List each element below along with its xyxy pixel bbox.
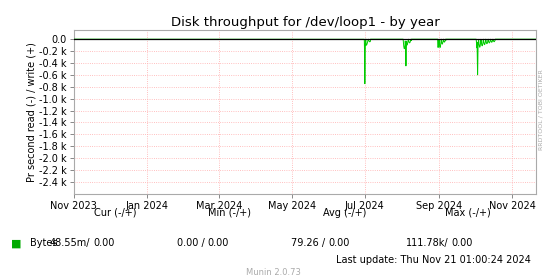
Text: Bytes: Bytes bbox=[30, 238, 57, 248]
Text: 0.00: 0.00 bbox=[93, 238, 114, 248]
Text: Max (-/+): Max (-/+) bbox=[445, 208, 491, 218]
Y-axis label: Pr second read (-) / write (+): Pr second read (-) / write (+) bbox=[26, 42, 36, 182]
Text: 0.00: 0.00 bbox=[451, 238, 473, 248]
Title: Disk throughput for /dev/loop1 - by year: Disk throughput for /dev/loop1 - by year bbox=[171, 16, 439, 29]
Text: 48.55m/: 48.55m/ bbox=[50, 238, 90, 248]
Text: 0.00: 0.00 bbox=[328, 238, 350, 248]
Text: Munin 2.0.73: Munin 2.0.73 bbox=[246, 268, 301, 275]
Text: ■: ■ bbox=[11, 238, 21, 248]
Text: Cur (-/+): Cur (-/+) bbox=[94, 208, 136, 218]
Text: Min (-/+): Min (-/+) bbox=[208, 208, 251, 218]
Text: 111.78k/: 111.78k/ bbox=[406, 238, 449, 248]
Text: Avg (-/+): Avg (-/+) bbox=[323, 208, 366, 218]
Text: 0.00: 0.00 bbox=[208, 238, 229, 248]
Text: 0.00 /: 0.00 / bbox=[177, 238, 205, 248]
Text: Last update: Thu Nov 21 01:00:24 2024: Last update: Thu Nov 21 01:00:24 2024 bbox=[336, 255, 531, 265]
Text: RRDTOOL / TOBI OETIKER: RRDTOOL / TOBI OETIKER bbox=[538, 70, 543, 150]
Text: 79.26 /: 79.26 / bbox=[292, 238, 325, 248]
